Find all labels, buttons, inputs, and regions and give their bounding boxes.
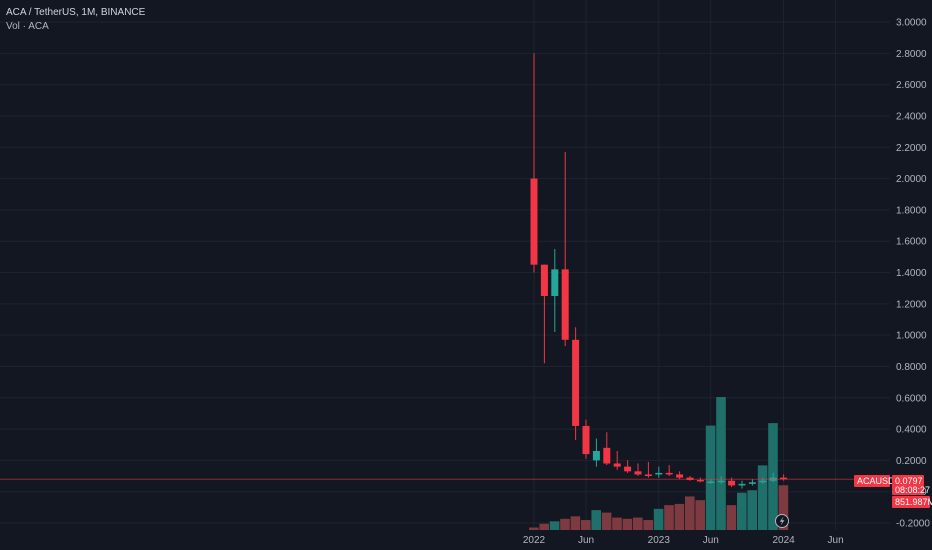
volume-bar [705,425,716,530]
volume-bar [778,485,789,530]
y-tick-label: 2.8000 [896,49,927,60]
x-tick-label: Jun [828,535,844,546]
countdown-label: 08:08:27 [895,485,930,495]
volume-bar [674,503,685,530]
volume-bar [529,527,539,530]
candle-body [655,472,663,475]
volume-bar [643,520,653,530]
candle-body [551,269,559,296]
volume-bar [601,512,612,530]
y-axis[interactable]: 3.0000 2.8000 2.6000 2.4000 2.2000 2.0000 1.80… [896,18,930,530]
y-tick-label: 1.6000 [896,237,927,248]
last-price-label: 0.0797 [895,476,923,486]
grid-lines [0,0,890,530]
y-tick-label: 0.4000 [896,425,927,436]
y-tick-label: 1.4000 [896,268,927,279]
volume-bar [664,505,674,530]
candle-body [738,483,746,486]
candle-body [530,178,538,265]
x-tick-label: Jun [703,535,719,546]
y-tick-label: 1.2000 [896,299,927,310]
volume-bar [570,516,581,530]
candles [530,53,788,489]
candle-body [676,474,684,478]
candle-body [603,447,611,464]
y-tick-label: 1.0000 [896,331,927,342]
candle-body [561,269,569,340]
x-axis[interactable]: 2022 Jun 2023 Jun 2024 Jun [523,535,844,546]
volume-bar [591,510,601,530]
volume-bar [549,521,560,530]
volume-indicator-label[interactable]: Vol · ACA [6,21,49,32]
volume-bar [539,523,549,530]
candle-body [572,339,580,426]
volume-bar [716,397,726,530]
y-tick-label: -0.2000 [896,519,930,530]
volume-bar [560,518,570,530]
candle-body [759,480,767,483]
volume-bar [581,520,591,530]
y-tick-label: 2.6000 [896,80,927,91]
y-tick-label: 0.8000 [896,362,927,373]
volume-value-label: 851.987M [895,497,932,507]
x-tick-label: 2022 [523,535,546,546]
last-price-tag: 0.0797 08:08:27 [892,475,930,495]
volume-bar [757,465,768,530]
y-tick-label: 2.2000 [896,143,927,154]
candle-body [613,463,621,467]
volume-bar [695,500,705,530]
volume-bar [685,496,695,530]
volume-bar [653,508,664,530]
volume-bar [612,517,622,530]
candle-body [624,466,632,472]
volume-bar [747,490,757,530]
x-tick-label: 2023 [648,535,671,546]
candle-body [707,481,715,484]
candle-body [644,474,652,477]
candle-body [780,477,788,480]
volume-bar [737,492,747,530]
candle-body [696,479,704,482]
volume-bar [726,505,737,530]
candle-body [748,482,756,484]
candle-body [665,472,673,475]
lightning-bolt-icon[interactable] [775,514,789,528]
symbol-price-tag: ACAUSDT [854,475,901,487]
candle-body [728,480,736,486]
volume-bar [622,518,633,530]
candle-body [592,450,600,461]
y-tick-label: 2.4000 [896,111,927,122]
candle-body [717,480,725,483]
volume-bar [633,517,643,530]
y-tick-label: 0.6000 [896,393,927,404]
y-tick-label: 1.8000 [896,205,927,216]
y-tick-label: 2.0000 [896,174,927,185]
x-tick-label: Jun [578,535,594,546]
symbol-title: ACA / TetherUS, 1M, BINANCE [6,7,146,18]
volume-price-tag: 851.987M [892,496,932,508]
symbol-tag-label: ACAUSDT [857,476,901,486]
y-tick-label: 3.0000 [896,18,927,29]
y-tick-label: 0.2000 [896,456,927,467]
candle-body [540,264,548,296]
candle-body [582,425,590,455]
candle-body [634,471,642,475]
x-tick-label: 2024 [772,535,795,546]
